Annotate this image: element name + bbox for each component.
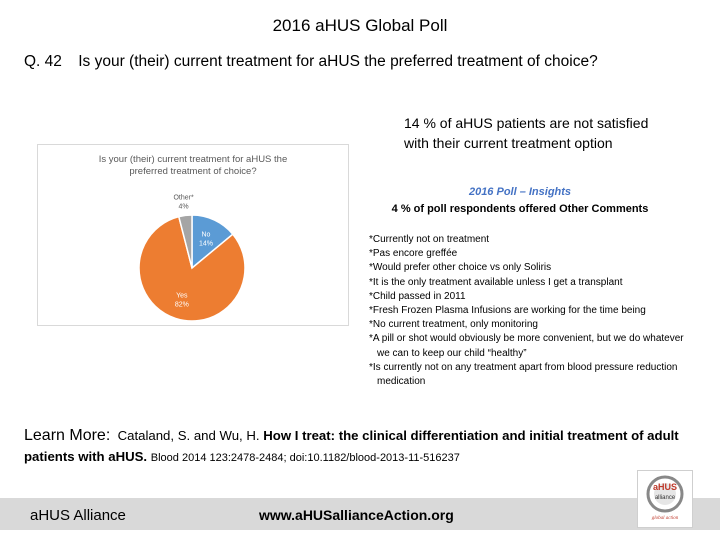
pie-value-yes: 82% bbox=[175, 301, 189, 308]
learn-more-authors: Cataland, S. and Wu, H. bbox=[117, 428, 260, 443]
pie-label-yes: Yes bbox=[176, 292, 188, 299]
learn-more-label: Learn More: bbox=[24, 427, 111, 444]
comment-item: *Currently not on treatment bbox=[369, 234, 490, 245]
footer-bar bbox=[0, 498, 720, 530]
comment-item: *It is the only treatment available unle… bbox=[369, 276, 623, 288]
logo-globe bbox=[654, 483, 676, 505]
comments-list: *Currently not on treatment *Pas encore … bbox=[367, 233, 687, 389]
stat-line-2: with their current treatment option bbox=[404, 135, 613, 151]
chart-title-line-2: preferred treatment of choice? bbox=[129, 166, 257, 177]
comment-item: *Is currently not on any treatment apart… bbox=[369, 361, 678, 388]
comment-item: *No current treatment, only monitoring bbox=[369, 319, 538, 331]
question-number: Q. 42 bbox=[24, 53, 62, 70]
logo-ring bbox=[646, 475, 684, 513]
stat-line-1: 14 % of aHUS patients are not satisfied bbox=[404, 115, 649, 131]
question-text: Is your (their) current treatment for aH… bbox=[78, 53, 598, 70]
insights-subtitle: 4 % of poll respondents offered Other Co… bbox=[391, 203, 649, 215]
pie-label-no: No bbox=[202, 231, 211, 238]
pie-value-other: 4% bbox=[179, 204, 189, 211]
comment-item: *Pas encore greffée bbox=[369, 248, 458, 260]
pie-label-other: Other* bbox=[173, 195, 194, 202]
logo-brand: aHUS bbox=[653, 482, 677, 492]
footer-url[interactable]: www.aHUSallianceAction.org bbox=[259, 507, 454, 523]
pie-chart: Is your (their) current treatment for aH… bbox=[37, 144, 349, 326]
chart-title: Is your (their) current treatment for aH… bbox=[38, 154, 348, 178]
logo-graphic: aHUS alliance global action bbox=[646, 475, 684, 521]
comment-item: *Child passed in 2011 bbox=[369, 290, 466, 302]
pie-value-no: 14% bbox=[199, 240, 213, 247]
learn-more-journal: Blood 2014 123:2478-2484; doi:10.1182/bl… bbox=[150, 452, 460, 464]
chart-title-line-1: Is your (their) current treatment for aH… bbox=[98, 154, 288, 165]
logo-tagline: global action bbox=[652, 516, 679, 521]
slide-title: 2016 aHUS Global Poll bbox=[272, 16, 448, 35]
question: Q. 42 Is your (their) current treatment … bbox=[24, 53, 598, 71]
pie-svg: No 14% Yes 82% Other* 4% bbox=[138, 195, 246, 322]
ahus-alliance-logo: aHUS alliance global action bbox=[637, 470, 693, 528]
footer-org: aHUS Alliance bbox=[30, 507, 126, 524]
comment-item: *A pill or shot would obviously be more … bbox=[369, 333, 684, 359]
learn-more-article-title: How I treat: the clinical differentiatio… bbox=[24, 428, 679, 464]
comment-item: *Would prefer other choice vs only Solir… bbox=[369, 262, 552, 274]
learn-more: Learn More: Cataland, S. and Wu, H. How … bbox=[24, 425, 704, 469]
pie-slice-yes bbox=[138, 215, 246, 322]
stat-callout: 14 % of aHUS patients are not satisfied … bbox=[404, 113, 704, 153]
insights-title: 2016 Poll – Insights bbox=[468, 186, 572, 198]
comment-item: *Fresh Frozen Plasma Infusions are worki… bbox=[369, 305, 646, 317]
logo-sub: alliance bbox=[655, 495, 676, 501]
pie-slice-other bbox=[177, 214, 193, 269]
